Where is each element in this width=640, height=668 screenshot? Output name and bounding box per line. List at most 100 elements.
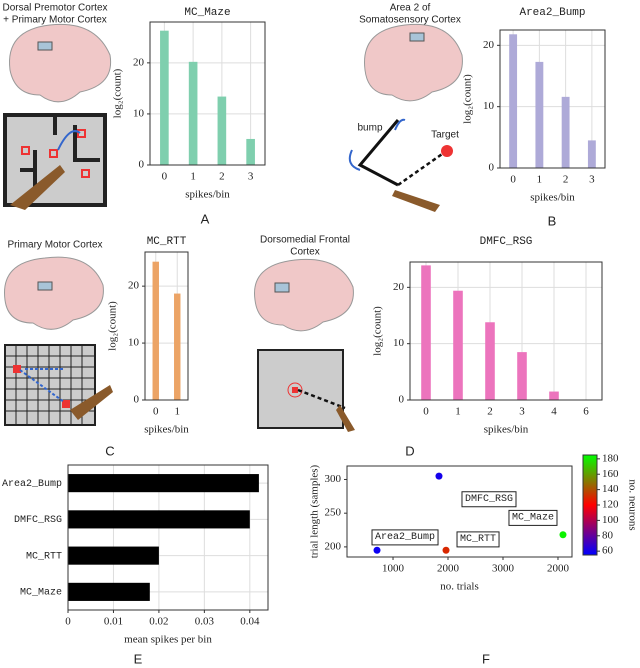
y-tick-label: 20: [393, 281, 405, 293]
illustration-label: Primary Motor Cortex: [7, 240, 102, 251]
bar: [160, 30, 169, 165]
x-tick-label: 2: [487, 406, 493, 418]
colorbar-label: no. neurons: [626, 479, 638, 530]
bar: [453, 290, 463, 400]
colorbar: [582, 454, 598, 556]
illustration-label: Target: [431, 130, 459, 141]
bar: [561, 96, 570, 168]
bar: [549, 391, 559, 400]
x-tick-label: 1: [455, 406, 461, 418]
x-axis-label: spikes/bin: [185, 189, 230, 201]
x-tick-label: 1: [190, 171, 196, 183]
panel-label: E: [134, 651, 143, 666]
y-axis-label: log₂(count): [112, 68, 124, 118]
illustration-label: Dorsal Premotor Cortex: [2, 3, 107, 14]
bar: [535, 61, 544, 168]
illustration-label: Somatosensory Cortex: [359, 15, 461, 26]
bar: [509, 34, 518, 168]
y-tick-label: 10: [128, 337, 140, 349]
point: [435, 472, 443, 480]
bar: [217, 96, 227, 165]
bar: [517, 352, 527, 400]
point-annotation: MC_RTT: [456, 531, 500, 548]
annotation-box: [371, 529, 439, 546]
y-axis-label: log₂(count): [107, 301, 119, 351]
panel-label: F: [482, 651, 490, 666]
colorbar-tick-label: 180: [602, 452, 619, 464]
plot-frame: [67, 464, 269, 611]
point-annotation: Area2_Bump: [371, 529, 439, 546]
colorbar-tick-label: 160: [602, 468, 619, 480]
x-tick-label: 3: [589, 174, 595, 186]
x-tick-label: 0.02: [149, 616, 168, 628]
y-tick-label: Area2_Bump: [2, 479, 62, 490]
illustration-label: bump: [357, 123, 382, 134]
illustration-a: [3, 23, 112, 210]
y-tick-label: 200: [325, 540, 342, 552]
y-axis-label: trial length (samples): [309, 464, 321, 558]
annotation-label: DMFC_RSG: [465, 494, 513, 505]
plot-frame: [149, 21, 266, 166]
annotation-box: [508, 509, 558, 526]
bar: [188, 61, 198, 166]
x-tick-label: 6: [583, 406, 589, 418]
x-tick-label: 1000: [382, 563, 405, 575]
y-axis-label: log₂(count): [462, 74, 474, 124]
x-axis-label: spikes/bin: [530, 192, 575, 204]
point: [559, 531, 567, 539]
bar: [246, 138, 255, 165]
annotation-box: [461, 491, 517, 508]
colorbar-tick-label: 120: [602, 499, 619, 511]
annotation-box: [456, 531, 500, 548]
bar: [587, 140, 596, 168]
y-tick-label: 0: [399, 394, 405, 406]
x-tick-label: 3: [519, 406, 525, 418]
annotation-label: MC_RTT: [460, 534, 496, 545]
illustration-labels: Dorsal Premotor Cortex + Primary Motor C…: [2, 3, 460, 258]
x-tick-label: 2: [219, 171, 225, 183]
x-axis-label: spikes/bin: [484, 424, 529, 436]
chart-title: MC_RTT: [147, 236, 187, 248]
bar: [68, 582, 150, 601]
bar: [485, 322, 495, 400]
y-tick-label: MC_RTT: [26, 551, 62, 562]
plot-frame: [499, 29, 606, 169]
chart-title: DMFC_RSG: [480, 236, 533, 248]
y-tick-label: MC_Maze: [20, 588, 62, 599]
x-axis-label: spikes/bin: [144, 424, 189, 436]
y-tick-label: 20: [483, 39, 495, 51]
plot-frame: [346, 465, 573, 558]
y-tick-label: 300: [325, 473, 342, 485]
plot-frame: [409, 261, 603, 401]
y-tick-label: 10: [393, 337, 405, 349]
x-axis-label: mean spikes per bin: [124, 634, 212, 646]
colorbar-tick-label: 140: [602, 483, 619, 495]
point: [442, 546, 450, 554]
point-annotation: MC_Maze: [508, 509, 558, 526]
bar: [68, 546, 159, 565]
x-tick-label: 1: [537, 174, 543, 186]
bar: [68, 510, 250, 529]
illustration-d: [254, 258, 355, 432]
illustration-label: Cortex: [290, 247, 319, 258]
point-annotation: DMFC_RSG: [461, 491, 517, 508]
plot-frame: [144, 251, 189, 401]
x-tick-label: 0.01: [104, 616, 123, 628]
x-tick-label: 0: [423, 406, 429, 418]
panel-label: A: [201, 211, 210, 226]
panel-label: D: [405, 443, 414, 458]
annotation-label: Area2_Bump: [375, 532, 435, 543]
x-tick-label: 2000: [547, 563, 570, 575]
x-tick-label: 3: [248, 171, 254, 183]
y-tick-label: 10: [133, 107, 145, 119]
bar: [152, 261, 159, 400]
y-axis-label: log₂(count): [372, 306, 384, 356]
x-tick-label: 4: [551, 406, 557, 418]
point: [373, 546, 381, 554]
bar: [68, 474, 259, 493]
y-tick-label: 20: [128, 280, 140, 292]
illustration-label: Dorsomedial Frontal: [260, 235, 350, 246]
y-tick-label: 250: [325, 507, 342, 519]
colorbar-tick-label: 100: [602, 514, 619, 526]
